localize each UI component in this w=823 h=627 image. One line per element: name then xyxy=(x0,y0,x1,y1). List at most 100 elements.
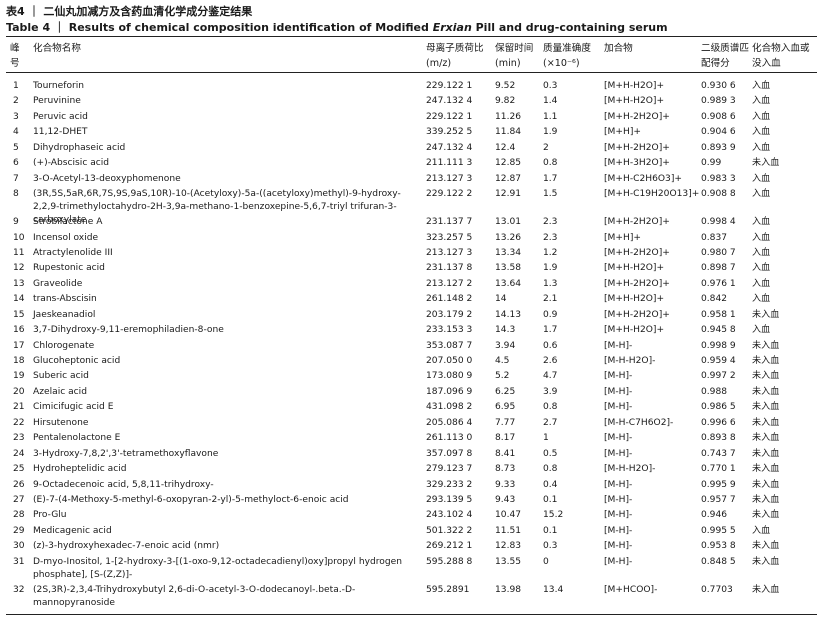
blood-status: 未入血 xyxy=(752,584,780,595)
mass-accuracy: 1.5 xyxy=(543,189,558,200)
compound-name: (+)-Abscisic acid xyxy=(33,158,110,169)
mz-value: 207.050 0 xyxy=(426,356,473,366)
compound-name: 3-Hydroxy-7,8,2',3'-tetramethoxyflavone xyxy=(33,448,219,459)
compound-name: 9-Octadecenoic acid, 5,8,11-trihydroxy- xyxy=(33,479,214,490)
retention-time: 13.64 xyxy=(495,278,522,289)
retention-time: 8.41 xyxy=(495,448,516,459)
compound-name: Tourneforin xyxy=(33,81,85,91)
adduct: [M-H-H2O]- xyxy=(604,356,656,366)
peak-number: 24 xyxy=(13,448,25,459)
retention-time: 4.5 xyxy=(495,356,510,366)
blood-status: 入血 xyxy=(752,247,771,258)
ms2-score: 0.953 8 xyxy=(701,541,736,552)
peak-number: 31 xyxy=(13,556,25,567)
blood-status: 入血 xyxy=(752,189,771,200)
table-row: 14 trans-Abscisin 261.148 2 14 2.1 [M+H-H2O]+… xyxy=(0,293,823,308)
peak-number: 9 xyxy=(13,217,19,228)
header-rule xyxy=(6,72,817,73)
mz-value: 173.080 9 xyxy=(426,371,473,382)
table-row: 3 Peruvic acid 229.122 1 11.26 1.1 [M+H-2H2O]… xyxy=(0,111,823,126)
adduct: [M+H-2H2O]+ xyxy=(604,142,670,153)
compound-name: Dihydrophaseic acid xyxy=(33,142,126,153)
blood-status: 入血 xyxy=(752,81,771,91)
table-row: 16 3,7-Dihydroxy-9,11-eremophiladien-8-on… xyxy=(0,324,823,339)
ms2-score: 0.7703 xyxy=(701,584,733,595)
ms2-score: 0.908 8 xyxy=(701,189,736,200)
blood-status: 入血 xyxy=(752,142,771,153)
adduct: [M+H]+ xyxy=(604,127,642,138)
compound-name: 3,7-Dihydroxy-9,11-eremophiladien-8-one xyxy=(33,325,224,336)
mz-value: 431.098 2 xyxy=(426,402,473,413)
table-row: 23 Pentalenolactone E 261.113 0 8.17 1 [M-H]-… xyxy=(0,432,823,447)
retention-time: 6.25 xyxy=(495,386,516,397)
table-row: 1 Tourneforin 229.122 1 9.52 0.3 [M+H-H2O]+ 0.… xyxy=(0,80,823,95)
mass-accuracy: 2.7 xyxy=(543,417,558,428)
mass-accuracy: 2.3 xyxy=(543,232,558,243)
header-ms2-score: 二级质谱匹配得分 xyxy=(701,43,749,69)
table-row: 30 (z)-3-hydroxyhexadec-7-enoic acid (nmr… xyxy=(0,540,823,555)
ms2-score: 0.904 6 xyxy=(701,127,736,138)
peak-number: 15 xyxy=(13,309,25,320)
compound-name: (3R,5S,5aR,6R,7S,9S,9aS,10R)-10-(Acetylo… xyxy=(33,189,401,226)
blood-status: 入血 xyxy=(752,232,771,243)
compound-name: Peruvinine xyxy=(33,96,81,107)
header-err-unit: (×10⁻⁶) xyxy=(543,58,580,69)
compound-name: Jaeskeanadiol xyxy=(33,309,96,320)
peak-number: 14 xyxy=(13,294,25,305)
adduct: [M-H]- xyxy=(604,525,633,536)
mass-accuracy: 0.8 xyxy=(543,464,558,475)
adduct: [M+H-C19H20O13]+ xyxy=(604,189,700,200)
mz-value: 247.132 4 xyxy=(426,96,473,107)
mass-accuracy: 0.5 xyxy=(543,448,558,459)
table-caption-en: Table 4 ｜ Results of chemical compositio… xyxy=(6,19,668,35)
ms2-score: 0.988 xyxy=(701,386,728,397)
compound-name: Chlorogenate xyxy=(33,340,95,351)
blood-status: 未入血 xyxy=(752,464,780,475)
blood-status: 入血 xyxy=(752,111,771,122)
compound-name: Strobilactone A xyxy=(33,217,103,228)
blood-status: 入血 xyxy=(752,278,771,289)
retention-time: 12.4 xyxy=(495,142,516,153)
table-row: 4 11,12-DHET 339.252 5 11.84 1.9 [M+H]+ 0.904 … xyxy=(0,126,823,141)
peak-number: 16 xyxy=(13,325,25,336)
peak-number: 1 xyxy=(13,81,19,91)
adduct: [M-H]- xyxy=(604,371,633,382)
retention-time: 13.98 xyxy=(495,584,522,595)
blood-status: 未入血 xyxy=(752,448,780,459)
header-retention-time: 保留时间 (min) xyxy=(495,41,533,71)
retention-time: 9.43 xyxy=(495,494,516,505)
ms2-score: 0.983 3 xyxy=(701,173,736,184)
ms2-score: 0.743 7 xyxy=(701,448,736,459)
mz-value: 229.122 1 xyxy=(426,111,473,122)
mz-value: 293.139 5 xyxy=(426,494,473,505)
mz-value: 595.288 8 xyxy=(426,556,473,567)
mass-accuracy: 2.1 xyxy=(543,294,558,305)
header-mz-label: 母离子质荷比 xyxy=(426,43,484,54)
compound-name: (z)-3-hydroxyhexadec-7-enoic acid (nmr) xyxy=(33,541,220,552)
retention-time: 13.55 xyxy=(495,556,522,567)
ms2-score: 0.986 5 xyxy=(701,402,736,413)
retention-time: 9.82 xyxy=(495,96,516,107)
mz-value: 211.111 3 xyxy=(426,158,473,169)
table-row: 21 Cimicifugic acid E 431.098 2 6.95 0.8 [M-H… xyxy=(0,401,823,416)
adduct: [M-H]- xyxy=(604,448,633,459)
blood-status: 未入血 xyxy=(752,479,780,490)
table-row: 27 (E)-7-(4-Methoxy-5-methyl-6-oxopyran-2… xyxy=(0,494,823,509)
blood-status: 入血 xyxy=(752,325,771,336)
table-row: 32 (2S,3R)-2,3,4-Trihydroxybutyl 2,6-di-O… xyxy=(0,584,823,610)
mz-value: 213.127 3 xyxy=(426,173,473,184)
adduct: [M+H]+ xyxy=(604,232,642,243)
mz-value: 229.122 2 xyxy=(426,189,473,200)
ms2-score: 0.848 5 xyxy=(701,556,736,567)
adduct: [M+H-H2O]+ xyxy=(604,81,665,91)
peak-number: 12 xyxy=(13,263,25,274)
blood-status: 未入血 xyxy=(752,556,780,567)
ms2-score: 0.930 6 xyxy=(701,81,736,91)
retention-time: 10.47 xyxy=(495,510,522,521)
header-peak-no: 峰号 xyxy=(10,43,20,69)
compound-name: D-myo-Inositol, 1-[2-hydroxy-3-[(1-oxo-9… xyxy=(33,556,402,580)
mass-accuracy: 1.3 xyxy=(543,278,558,289)
retention-time: 8.73 xyxy=(495,464,516,475)
blood-status: 未入血 xyxy=(752,417,780,428)
retention-time: 11.51 xyxy=(495,525,522,536)
